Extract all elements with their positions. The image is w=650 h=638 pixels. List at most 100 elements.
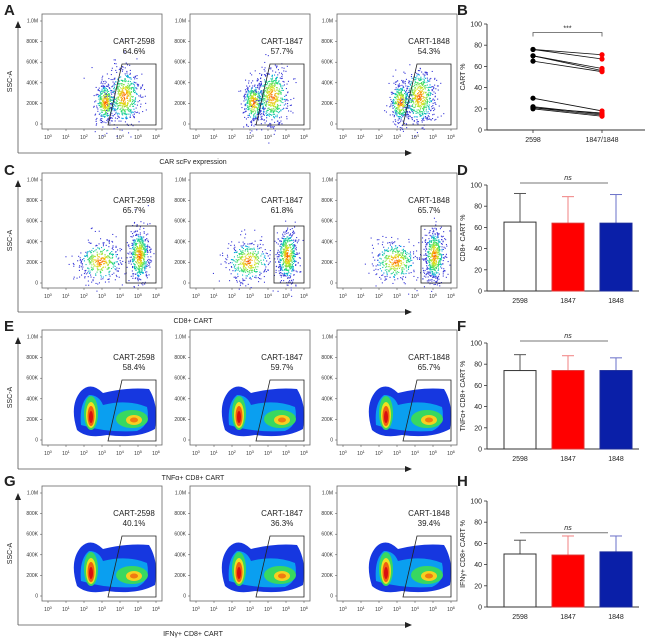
gate-sample-name: CART-1848: [408, 509, 450, 518]
y-tick-label: 20: [474, 425, 482, 432]
y-tick-label: 400K: [321, 239, 333, 245]
point-2598: [530, 58, 536, 64]
y-tick-label: 600K: [26, 60, 38, 66]
plot-frame: [189, 13, 311, 130]
x-tick-label: 104: [411, 449, 420, 457]
x-tick-label: 100: [339, 605, 348, 613]
x-tick-label: 1848: [608, 614, 624, 621]
y-tick-label: 200K: [26, 573, 38, 579]
flow-plot-cart-2598: 0 200K 400K 600K 800K 1.0M 100 101 102 103 104 105 1…: [26, 329, 163, 457]
y-tick-label: 0: [478, 128, 482, 135]
y-tick-label: 800K: [321, 39, 333, 45]
x-tick-label: 101: [62, 133, 71, 141]
density-peak-red: [237, 567, 241, 579]
flow-plot-cart-2598: 0 200K 400K 600K 800K 1.0M 100 101 102 103 104 105 1…: [26, 485, 163, 613]
flow-plot-cart-2598: 0 200K 400K 600K 800K 1.0M 100 101 102 103 104 105 1…: [26, 172, 163, 300]
y-tick-label: 1.0M: [175, 335, 186, 341]
panel-label-h: H: [457, 473, 468, 490]
y-axis-title: CART %: [460, 64, 467, 91]
panel-label-b: B: [457, 2, 468, 19]
x-tick-label: 102: [228, 292, 237, 300]
gate-sample-name: CART-2598: [113, 196, 155, 205]
flow-y-axis-label: SSC-A: [7, 386, 14, 408]
x-tick-label: 103: [393, 449, 402, 457]
y-tick-label: 60: [474, 541, 482, 548]
y-tick-label: 1.0M: [175, 19, 186, 25]
x-tick-label: 1848: [608, 298, 624, 305]
panel-label-d: D: [457, 162, 468, 179]
y-tick-label: 600K: [321, 219, 333, 225]
gate-sample-name: CART-2598: [113, 509, 155, 518]
y-tick-label: 600K: [174, 376, 186, 382]
x-tick-label: 104: [264, 292, 273, 300]
y-tick-label: 0: [35, 438, 38, 444]
x-tick-label: 101: [62, 292, 71, 300]
y-tick-label: 0: [478, 289, 482, 296]
gate-polygon: [255, 63, 305, 126]
y-arrow-head-icon: [15, 337, 21, 344]
flow-row-e: SSC-A TNFα+ CD8+ CART 0 200K 400K 600K 800K 1.0…: [7, 329, 458, 482]
flow-x-axis-label: CAR scFv expression: [159, 159, 226, 166]
y-tick-label: 40: [474, 246, 482, 253]
y-tick-label: 80: [474, 520, 482, 527]
x-tick-label: 1847: [560, 298, 576, 305]
flow-plot-cart-1847: 0 200K 400K 600K 800K 1.0M 100 101 102 103 104 105 1…: [174, 485, 311, 613]
bar-2598: [503, 221, 537, 292]
y-tick-label: 20: [474, 106, 482, 113]
flow-plot-cart-1848: 0 200K 400K 600K 800K 1.0M 100 101 102 103 104 105 1…: [321, 172, 458, 300]
point-1847-1848: [599, 56, 605, 62]
significance-label: ***: [563, 25, 571, 32]
y-tick-label: 800K: [26, 511, 38, 517]
x-tick-label: 106: [152, 133, 161, 141]
y-tick-label: 60: [474, 225, 482, 232]
bar-1848: [599, 551, 633, 608]
x-tick-label: 105: [134, 133, 143, 141]
x-tick-label: 102: [375, 605, 384, 613]
gate-percent: 64.6%: [123, 47, 146, 56]
x-tick-label: 102: [228, 605, 237, 613]
y-tick-label: 600K: [26, 376, 38, 382]
gate-sample-name: CART-1847: [261, 509, 303, 518]
event-cloud: [65, 205, 155, 292]
significance-label: ns: [564, 175, 572, 182]
event-cloud: [212, 220, 304, 297]
x-arrow-head-icon: [405, 150, 412, 156]
x-tick-label: 103: [246, 605, 255, 613]
flow-plot-cart-1848: 0 200K 400K 600K 800K 1.0M 100 101 102 103 104 105 1…: [321, 485, 458, 613]
y-tick-label: 40: [474, 562, 482, 569]
y-tick-label: 1.0M: [175, 178, 186, 184]
x-tick-label: 106: [300, 449, 309, 457]
y-tick-label: 400K: [321, 80, 333, 86]
y-tick-label: 600K: [26, 219, 38, 225]
y-tick-label: 20: [474, 583, 482, 590]
x-tick-label: 100: [339, 449, 348, 457]
pair-line: [532, 49, 603, 60]
x-tick-label: 106: [152, 449, 161, 457]
x-tick-label: 100: [192, 292, 201, 300]
x-tick-label: 102: [80, 605, 89, 613]
x-tick-label: 106: [447, 292, 456, 300]
y-tick-label: 200K: [321, 573, 333, 579]
gate-percent: 61.8%: [271, 206, 294, 215]
y-tick-label: 400K: [26, 552, 38, 558]
y-tick-label: 400K: [321, 396, 333, 402]
gate-percent: 65.7%: [418, 363, 441, 372]
y-tick-label: 800K: [26, 198, 38, 204]
y-tick-label: 1.0M: [322, 19, 333, 25]
x-tick-label: 105: [282, 449, 291, 457]
x-tick-label: 102: [375, 449, 384, 457]
density-peak2-orange: [278, 573, 286, 579]
x-tick-label: 105: [134, 449, 143, 457]
x-tick-label: 103: [98, 292, 107, 300]
y-tick-label: 0: [35, 594, 38, 600]
x-tick-label: 104: [264, 133, 273, 141]
flow-row-c: SSC-A CD8+ CART 0 200K 400K 600K 800K 1.0M 100 10…: [7, 172, 458, 325]
flow-plot-cart-2598: 0 200K 400K 600K 800K 1.0M 100 101 102 103 104 105 1…: [26, 13, 163, 141]
y-tick-label: 800K: [174, 511, 186, 517]
y-tick-label: 400K: [174, 80, 186, 86]
x-tick-label: 101: [210, 605, 219, 613]
x-tick-label: 105: [134, 292, 143, 300]
x-tick-label: 104: [116, 449, 125, 457]
chart-b-paired: 0 20 40 60 80 100 CART % 2598 1847/1848 ***: [460, 22, 645, 144]
x-tick-label: 106: [152, 605, 161, 613]
